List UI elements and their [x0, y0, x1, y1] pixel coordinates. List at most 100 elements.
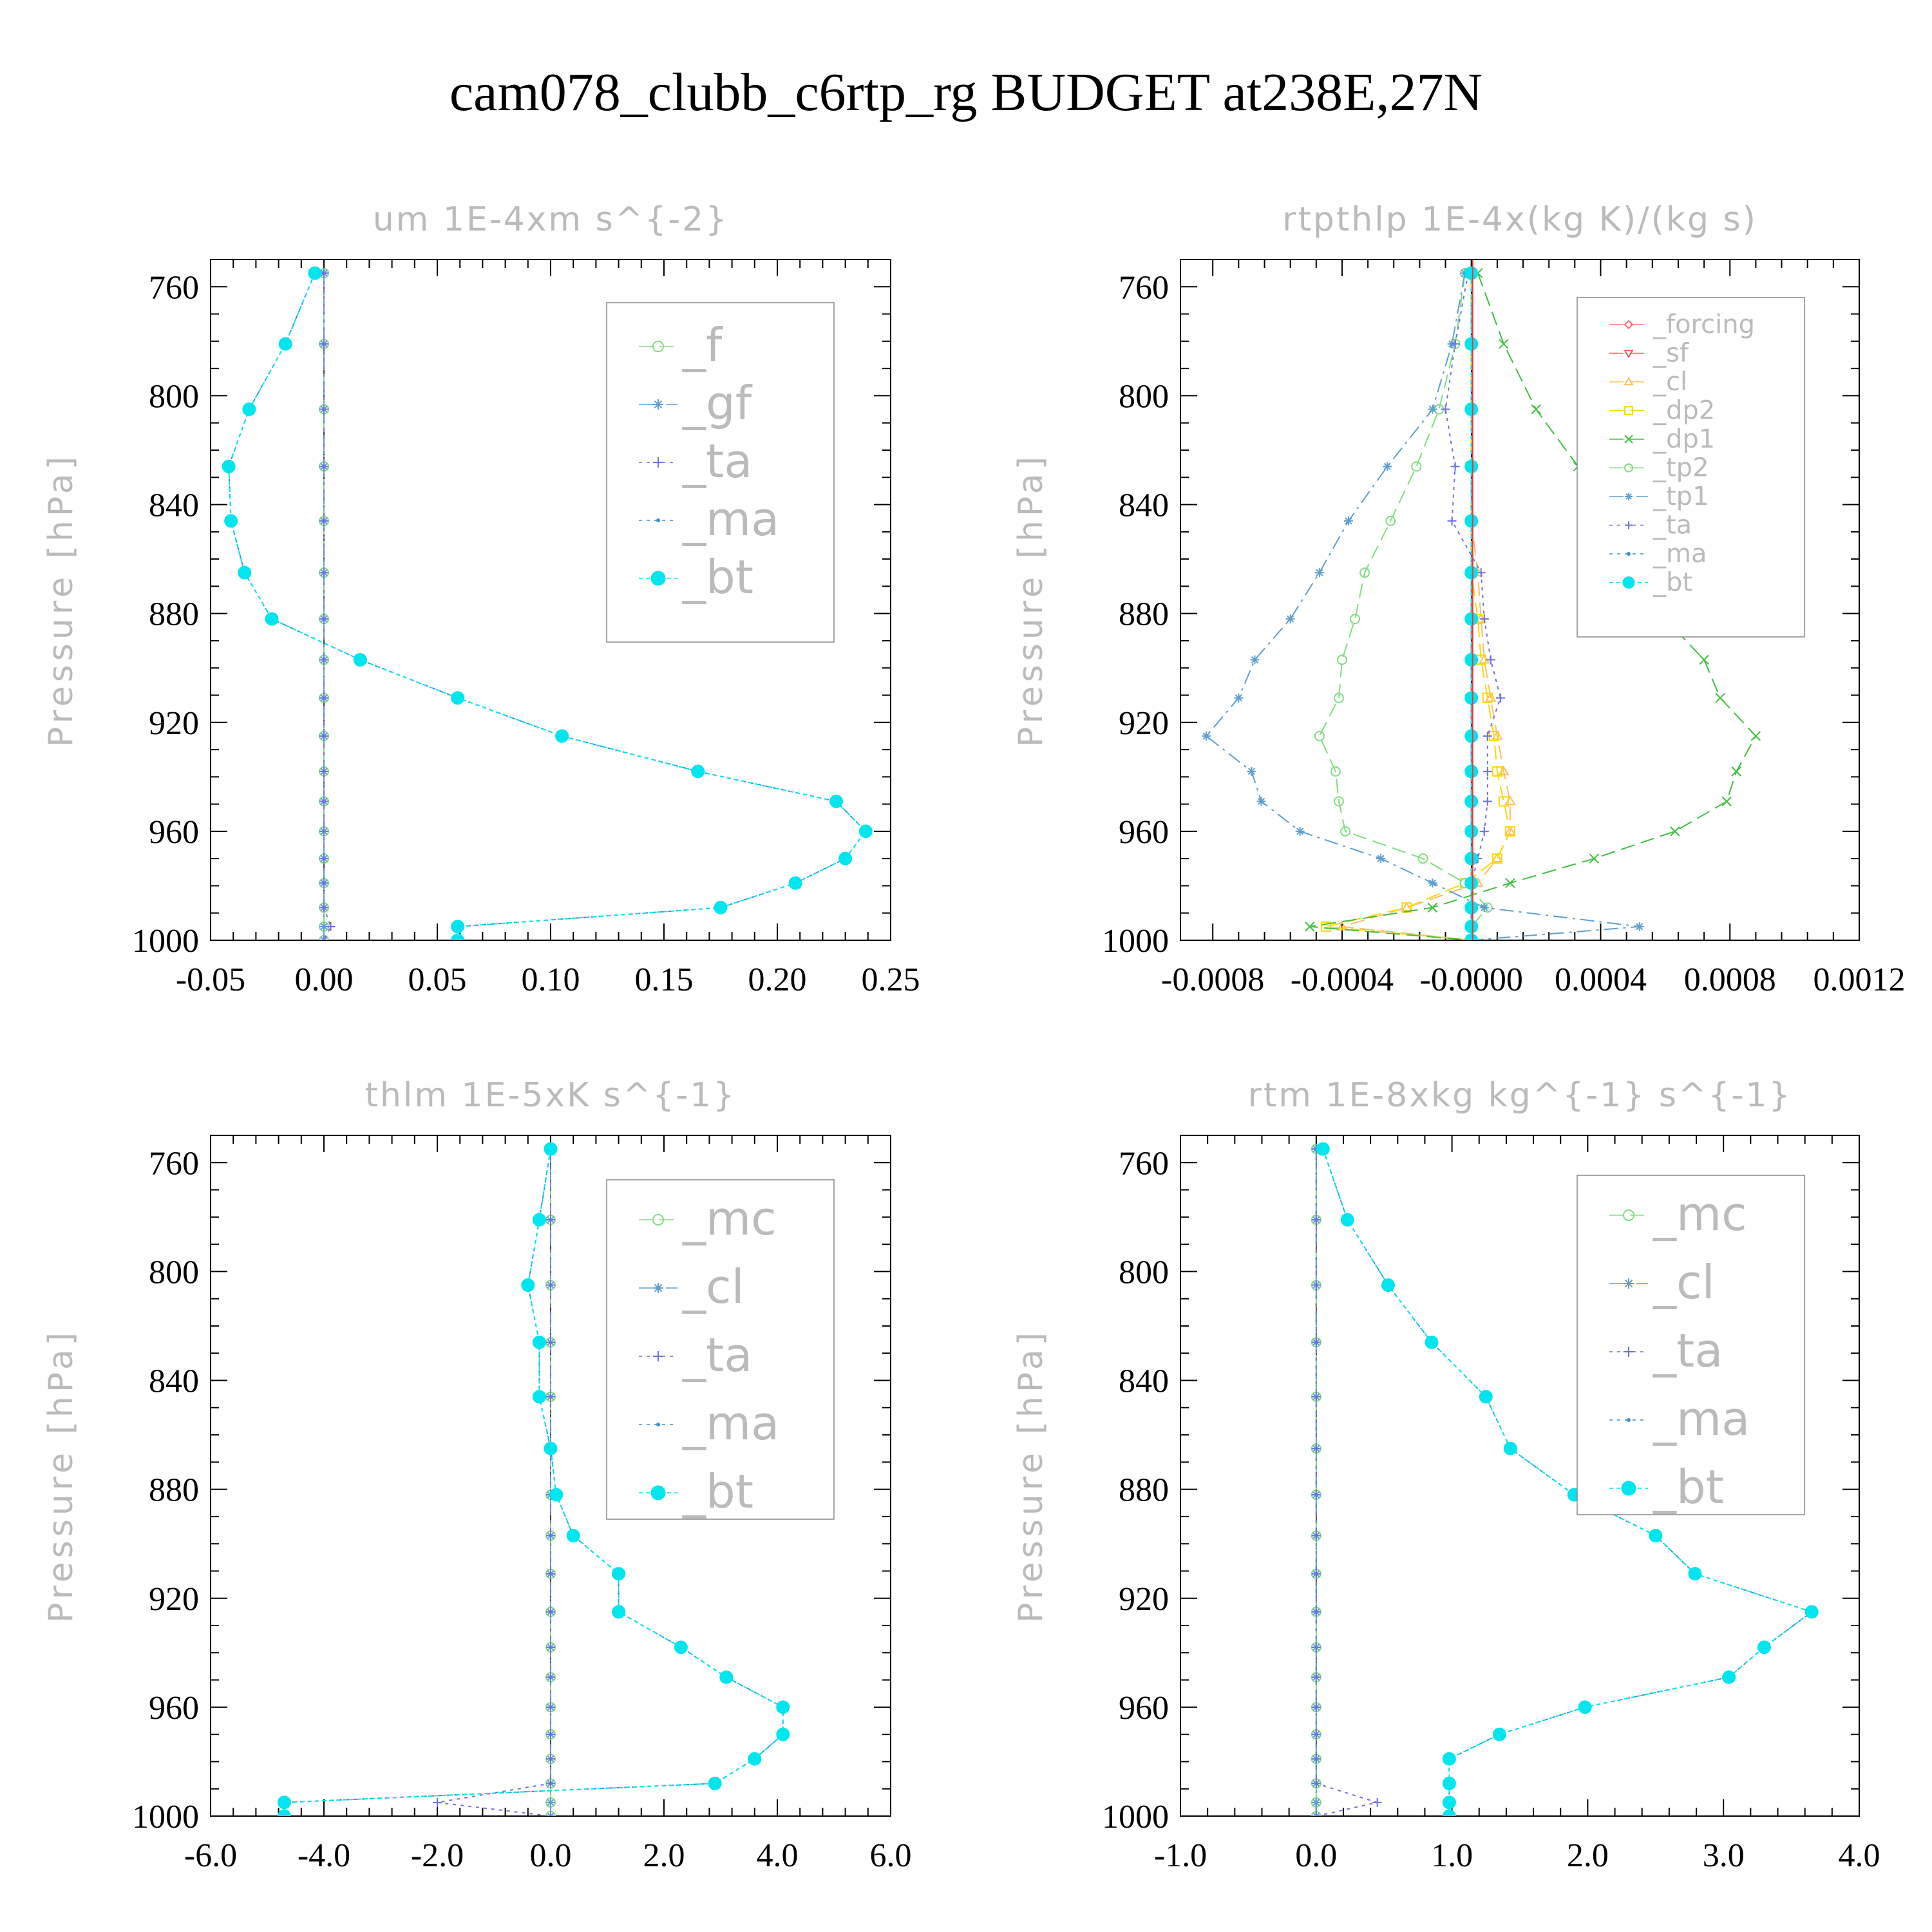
data-point [1464, 900, 1479, 914]
data-point [1247, 766, 1256, 776]
data-point [1464, 933, 1479, 940]
series-ta [1311, 1144, 1382, 1816]
data-point [708, 1776, 722, 1790]
legend: _f_gf_ta_ma_bt [606, 302, 835, 643]
x-tick-label: 0.15 [635, 961, 694, 998]
legend-label: _tp2 [1653, 453, 1709, 482]
y-tick-label: 800 [149, 378, 199, 415]
data-point [1464, 729, 1479, 743]
data-point [1479, 826, 1489, 836]
data-point [1504, 826, 1515, 837]
legend-item-bt: _bt [1609, 567, 1692, 597]
legend-item-ma: _ma [1609, 1392, 1750, 1446]
data-point [1482, 692, 1493, 703]
data-point [1411, 461, 1422, 472]
y-tick-label: 920 [1119, 705, 1169, 742]
plot-area [222, 266, 873, 940]
legend-marker [656, 1423, 660, 1426]
plot-area [1202, 260, 1761, 940]
data-point [1634, 922, 1644, 931]
legend-marker [1624, 319, 1634, 330]
data-point [1350, 614, 1361, 625]
data-point [1336, 920, 1348, 931]
data-point [1464, 824, 1479, 838]
data-point [1731, 766, 1741, 777]
legend-item-cl: _cl [639, 1260, 744, 1314]
data-point [1385, 515, 1396, 526]
data-point [1479, 654, 1490, 664]
y-axis-label: Pressure [hPa] [42, 453, 80, 747]
data-point [1479, 614, 1489, 624]
y-axis-label: Pressure [hPa] [1012, 1329, 1050, 1623]
data-point [451, 933, 465, 940]
data-point [1311, 1607, 1321, 1616]
data-point [1441, 404, 1450, 414]
legend-label: _cl [1653, 1255, 1715, 1309]
plot-area [277, 1142, 790, 1816]
legend-box [606, 1179, 835, 1520]
data-point [1492, 853, 1502, 864]
data-point [1492, 1727, 1506, 1741]
y-axis-label: Pressure [hPa] [42, 1329, 80, 1623]
data-point [566, 1529, 580, 1543]
data-point [612, 1605, 626, 1619]
data-point [265, 612, 279, 626]
legend-item-dp1: _dp1 [1609, 424, 1715, 454]
y-tick-label: 800 [1119, 1254, 1169, 1291]
y-tick-label: 840 [149, 488, 199, 524]
legend-marker [1624, 1278, 1634, 1289]
panel-title: rtpthlp 1E-4x(kg K)/(kg s) [1282, 200, 1757, 239]
data-point [1336, 654, 1347, 665]
data-point [319, 766, 328, 776]
data-point [546, 1642, 555, 1652]
plot-area [1311, 1142, 1819, 1816]
x-tick-label: -6.0 [184, 1837, 237, 1874]
data-point [1311, 1812, 1321, 1816]
data-point [555, 729, 569, 743]
x-tick-label: 0.00 [295, 961, 354, 998]
data-point [319, 922, 328, 931]
data-point [1670, 826, 1680, 837]
data-point [1464, 876, 1479, 890]
data-point [308, 266, 322, 280]
legend-label: _tp1 [1653, 482, 1709, 511]
x-tick-label: 0.0012 [1814, 961, 1906, 998]
x-tick-label: 2.0 [1567, 1837, 1609, 1874]
data-point [674, 1640, 688, 1654]
panel-4: rtm 1E-8xkg kg^{-1} s^{-1} Pressure [hPa]… [1012, 1076, 1880, 1874]
series-line [323, 273, 332, 940]
legend-item-ma: _ma [639, 1396, 779, 1450]
legend-marker [1627, 552, 1631, 556]
data-point [1475, 613, 1487, 623]
data-point [714, 900, 728, 914]
data-point [1479, 903, 1489, 913]
data-point [546, 1215, 555, 1225]
x-tick-label: 3.0 [1703, 1837, 1745, 1874]
legend: _mc _cl _ta _ma _bt [1577, 1175, 1805, 1515]
data-point [242, 402, 256, 417]
data-point [1649, 1529, 1663, 1543]
data-point [1376, 854, 1386, 864]
x-tick-label: -0.0008 [1161, 961, 1264, 998]
legend-label: _mc [682, 1191, 777, 1245]
series-ta [319, 269, 336, 940]
legend-marker [1627, 1418, 1631, 1422]
legend-marker [1624, 406, 1633, 415]
x-tick-label: 1.0 [1431, 1837, 1473, 1874]
data-point [1311, 1215, 1321, 1225]
data-point [1417, 853, 1428, 864]
x-tick-label: -2.0 [411, 1837, 464, 1874]
data-point [319, 854, 328, 864]
data-point [1372, 1797, 1382, 1807]
y-tick-label: 880 [149, 1472, 199, 1509]
data-point [277, 1795, 291, 1810]
legend-marker [1625, 493, 1633, 500]
data-point [1492, 853, 1503, 863]
series-line [1444, 272, 1501, 940]
data-point [1750, 731, 1761, 741]
series-bt [1316, 1142, 1819, 1816]
y-tick-label: 960 [1119, 814, 1169, 851]
legend-label: _ta [1653, 1323, 1723, 1378]
y-tick-label: 880 [1119, 1472, 1169, 1509]
data-point [1503, 1441, 1517, 1455]
